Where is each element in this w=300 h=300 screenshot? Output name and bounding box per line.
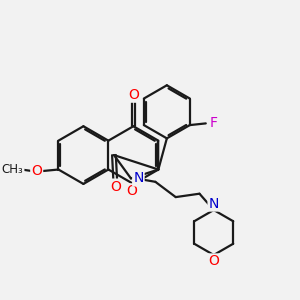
Text: O: O <box>31 164 42 178</box>
Text: O: O <box>110 180 121 194</box>
Text: O: O <box>208 254 219 268</box>
Text: N: N <box>133 171 144 185</box>
Text: CH₃: CH₃ <box>2 163 23 176</box>
Text: F: F <box>210 116 218 130</box>
Text: N: N <box>208 196 219 211</box>
Text: O: O <box>128 88 139 102</box>
Text: O: O <box>126 184 137 198</box>
